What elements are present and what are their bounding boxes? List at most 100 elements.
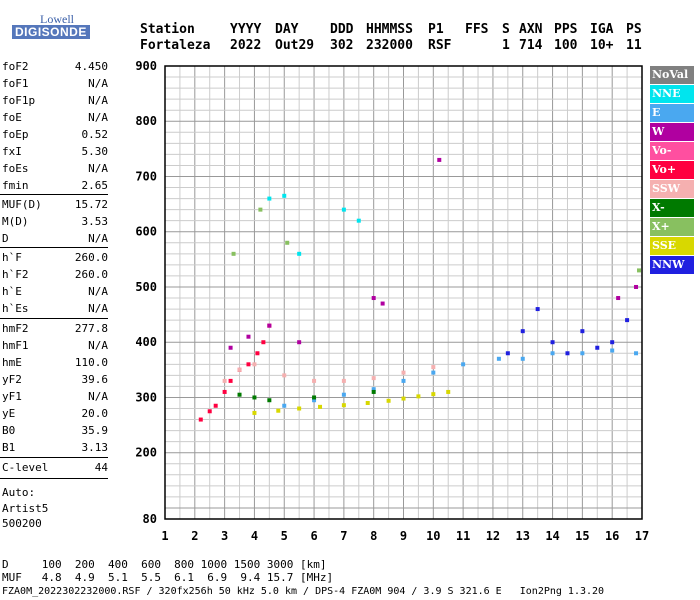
x-tick-label: 6 (310, 529, 317, 543)
param-value: 277.8 (74, 322, 108, 335)
param-value: N/A (88, 302, 108, 315)
param-name: yF2 (2, 373, 22, 386)
data-point (318, 404, 323, 409)
param-value: 0.52 (81, 128, 109, 141)
y-tick-label: 700 (135, 169, 157, 183)
x-tick-label: 12 (486, 529, 500, 543)
param-row: foF1 N/A (2, 77, 108, 93)
header-label: Station (140, 22, 195, 37)
header-label: P1 (428, 22, 444, 37)
legend-item-vo-plus: Vo+ (650, 161, 694, 179)
data-point (431, 370, 436, 375)
param-value: 260.0 (74, 268, 108, 281)
divider (0, 247, 108, 248)
param-name: foEs (2, 162, 29, 175)
data-point (252, 410, 257, 415)
param-value: 260.0 (74, 251, 108, 264)
header-value: 100 (554, 38, 578, 53)
data-point (237, 392, 242, 397)
y-tick-label: 800 (135, 114, 157, 128)
data-point (637, 268, 642, 273)
data-point (550, 340, 555, 345)
x-tick-label: 4 (251, 529, 258, 543)
param-row: foE N/A (2, 111, 108, 127)
x-tick-label: 2 (191, 529, 198, 543)
header-value: 232000 (366, 38, 413, 53)
data-point (228, 345, 233, 350)
data-point (380, 301, 385, 306)
footer-muf-row: MUF 4.8 4.9 5.1 5.5 6.1 6.9 9.4 15.7 [MH… (2, 571, 334, 584)
param-row: foEp 0.52 (2, 128, 108, 144)
header-value: 2022 (230, 38, 262, 53)
header-value: Out29 (275, 38, 315, 53)
param-name: hmF2 (2, 322, 29, 335)
header-value: 1 (502, 38, 510, 53)
data-point (550, 351, 555, 356)
data-point (535, 307, 540, 312)
x-tick-label: 9 (400, 529, 407, 543)
data-point (616, 296, 621, 301)
param-row: foF2 4.450 (2, 60, 108, 76)
data-point (371, 296, 376, 301)
data-point (446, 389, 451, 394)
param-name: yE (2, 407, 16, 420)
x-tick-label: 14 (545, 529, 559, 543)
param-value: 44 (94, 461, 108, 474)
data-point (431, 392, 436, 397)
digisonde-logo: Lowell DIGISONDE (4, 6, 90, 42)
footer-info-row: FZA0M_2022302232000.RSF / 320fx256h 50 k… (2, 586, 605, 597)
data-point (297, 406, 302, 411)
param-row: fxI 5.30 (2, 145, 108, 161)
data-point (634, 351, 639, 356)
auto-version: 500200 (2, 517, 42, 530)
data-point (371, 376, 376, 381)
data-point (297, 340, 302, 345)
data-point (356, 218, 361, 223)
header-label: PPS (554, 22, 578, 37)
x-tick-label: 8 (370, 529, 377, 543)
data-point (565, 351, 570, 356)
data-point (312, 398, 317, 403)
data-point (222, 389, 227, 394)
data-point (520, 356, 525, 361)
param-name: foF1 (2, 77, 29, 90)
data-point (255, 351, 260, 356)
param-name: foE (2, 111, 22, 124)
header-value: 11 (626, 38, 642, 53)
data-point (297, 251, 302, 256)
param-value: 5.30 (81, 145, 109, 158)
header-value: 302 (330, 38, 354, 53)
data-point (228, 378, 233, 383)
param-row: B0 35.9 (2, 424, 108, 440)
param-value: N/A (88, 390, 108, 403)
data-point (237, 367, 242, 372)
x-tick-label: 7 (340, 529, 347, 543)
data-point (580, 351, 585, 356)
data-point (246, 334, 251, 339)
param-name: foF2 (2, 60, 29, 73)
param-value: 3.53 (81, 215, 109, 228)
param-value: N/A (88, 339, 108, 352)
param-row: h`F 260.0 (2, 251, 108, 267)
legend-item-noval: NoVal (650, 66, 694, 84)
data-point (496, 356, 501, 361)
footer-distance-row: D 100 200 400 600 800 1000 1500 3000 [km… (2, 558, 327, 571)
divider (0, 194, 108, 195)
data-point (341, 378, 346, 383)
legend-item-ssw: SSW (650, 180, 694, 198)
x-tick-label: 16 (605, 529, 619, 543)
data-point (312, 395, 317, 400)
data-point (365, 400, 370, 405)
param-value: 2.65 (81, 179, 109, 192)
chart-grid (164, 65, 643, 519)
param-row: yF1 N/A (2, 390, 108, 406)
param-row: h`F2 260.0 (2, 268, 108, 284)
legend-item-e: E (650, 104, 694, 122)
y-tick-label: 80 (143, 512, 157, 526)
x-tick-label: 17 (635, 529, 649, 543)
data-point (580, 329, 585, 334)
param-row: h`Es N/A (2, 302, 108, 318)
data-point (341, 392, 346, 397)
data-point (437, 157, 442, 162)
y-tick-labels: 80 200 300 400 500 600 700 800 900 (135, 59, 157, 526)
